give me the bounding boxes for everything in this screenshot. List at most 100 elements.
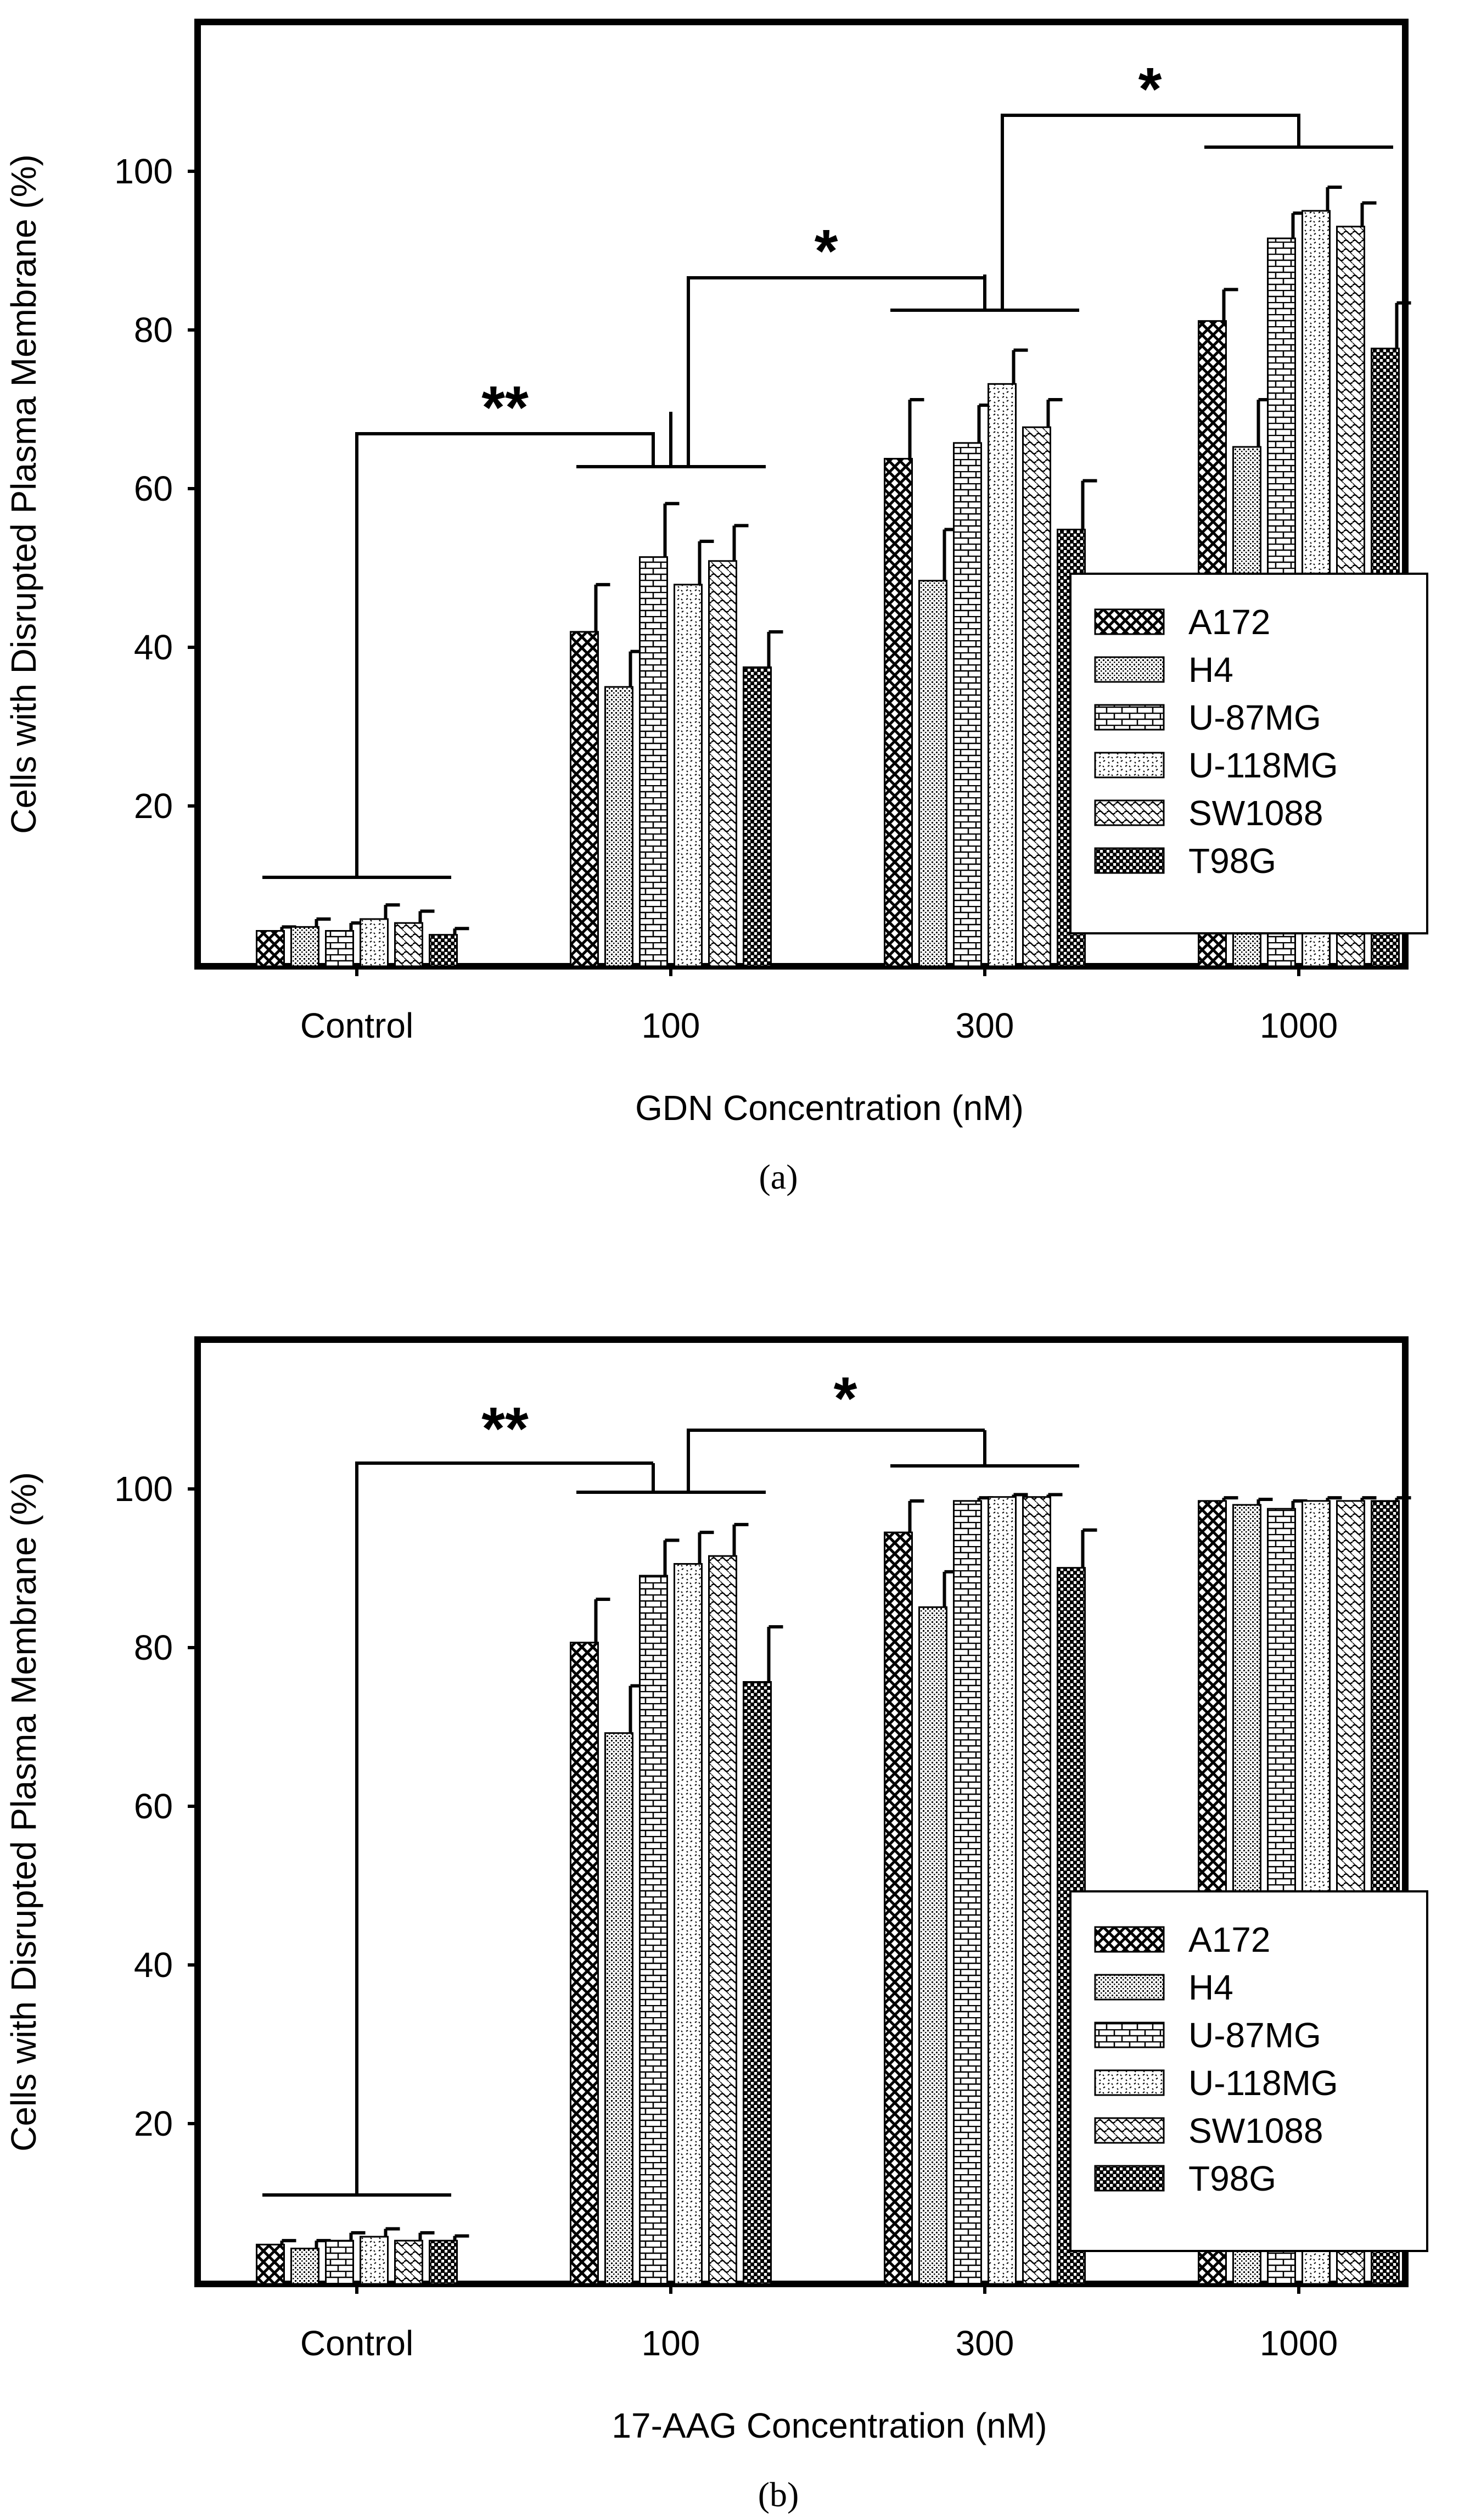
legend-swatch: [1094, 847, 1165, 874]
legend-swatch: [1094, 1974, 1165, 2001]
legend-item: H4: [1094, 1968, 1233, 2007]
legend-label: H4: [1188, 1968, 1233, 2007]
y-ticks: 20 40 60 80 100: [114, 1469, 198, 2143]
x-tick-label: 300: [956, 2323, 1014, 2363]
y-tick-label: 20: [134, 786, 173, 826]
legend-item: SW1088: [1094, 793, 1323, 833]
bar: [743, 1681, 772, 2285]
bar: [918, 580, 947, 967]
connector-100-300: [687, 1429, 985, 1492]
y-tick-label: 100: [114, 152, 173, 191]
sig-label: **: [481, 1395, 529, 1463]
bar: [394, 2239, 423, 2285]
legend-item: A172: [1094, 1920, 1270, 1959]
legend-item: T98G: [1094, 841, 1276, 881]
bar: [988, 383, 1017, 967]
legend-swatch: [1094, 608, 1165, 635]
bracket-300: [890, 1430, 1079, 1468]
legend-swatch: [1094, 1926, 1165, 1953]
legend: A172 H4 U-87MG U-118MG SW1088 T98G: [1069, 573, 1428, 934]
legend-label: SW1088: [1188, 2111, 1323, 2151]
connector-ctrl-100: [355, 432, 655, 837]
bar: [256, 2243, 285, 2285]
bracket-100: [576, 1463, 766, 1494]
legend-swatch: [1094, 752, 1165, 779]
y-tick-label: 60: [134, 469, 173, 508]
connector-300-1000: [1001, 114, 1300, 310]
bar: [290, 926, 319, 967]
x-ticks: Control 100 300 1000: [300, 966, 1338, 1045]
y-tick-label: 80: [134, 310, 173, 350]
sig-label: *: [834, 1365, 857, 1432]
legend-label: U-118MG: [1188, 2063, 1338, 2103]
sig-label: **: [481, 374, 529, 441]
panel-label: (a): [759, 1157, 798, 1196]
legend-swatch: [1094, 2117, 1165, 2144]
bar: [570, 631, 599, 967]
x-tick-label: 1000: [1260, 2323, 1338, 2363]
legend-item: U-87MG: [1094, 2015, 1321, 2055]
legend-item: A172: [1094, 602, 1270, 642]
sig-label: *: [815, 217, 838, 285]
bar: [290, 2248, 319, 2285]
bracket-100: [576, 412, 766, 468]
bar: [604, 1732, 633, 2285]
x-tick-label: 100: [642, 2323, 700, 2363]
legend-item: U-118MG: [1094, 2063, 1338, 2103]
bar: [394, 922, 423, 967]
legend-label: SW1088: [1188, 793, 1323, 833]
legend-item: U-87MG: [1094, 698, 1321, 737]
bar: [674, 584, 703, 967]
bracket-control: [262, 837, 451, 879]
bar: [360, 918, 389, 967]
legend-swatch: [1094, 656, 1165, 683]
y-axis-label: Cells with Disrupted Plasma Membrane (%): [4, 154, 43, 834]
x-tick-label: 300: [956, 1006, 1014, 1045]
y-tick-label: 20: [134, 2104, 173, 2143]
sig-label: *: [1138, 55, 1162, 123]
plot-frame: [194, 19, 1409, 970]
bar: [708, 1555, 737, 2285]
bar: [953, 442, 982, 967]
x-tick-label: 100: [642, 1006, 700, 1045]
panel-label: (b): [758, 2475, 799, 2514]
bar: [604, 686, 633, 967]
legend-label: A172: [1188, 602, 1270, 642]
bar: [1022, 426, 1051, 967]
y-tick-label: 40: [134, 1945, 173, 1985]
bar: [884, 458, 913, 967]
significance-brackets: [262, 114, 1393, 879]
legend-label: T98G: [1188, 841, 1276, 881]
bar: [325, 2239, 354, 2285]
bar: [639, 556, 668, 967]
legend-item: T98G: [1094, 2159, 1276, 2198]
legend-swatch: [1094, 2021, 1165, 2048]
bar: [360, 2236, 389, 2285]
x-ticks: Control 100 300 1000: [300, 2284, 1338, 2363]
y-axis-label: Cells with Disrupted Plasma Membrane (%): [4, 1472, 43, 2152]
y-tick-label: 40: [134, 628, 173, 667]
legend-item: H4: [1094, 650, 1233, 690]
bar: [256, 930, 285, 967]
x-axis-label: 17-AAG Concentration (nM): [612, 2406, 1047, 2445]
bar: [884, 1531, 913, 2285]
significance-brackets: [262, 1429, 1079, 2197]
y-tick-label: 60: [134, 1787, 173, 1826]
legend-swatch: [1094, 2069, 1165, 2096]
bar: [674, 1563, 703, 2285]
legend-label: U-118MG: [1188, 746, 1338, 785]
x-axis-label: GDN Concentration (nM): [635, 1088, 1024, 1128]
plot-frame: [194, 1336, 1409, 2287]
panel-a: Cells with Disrupted Plasma Membrane (%)…: [4, 19, 1428, 1196]
legend-label: T98G: [1188, 2159, 1276, 2198]
bar: [429, 2239, 458, 2285]
bar: [743, 666, 772, 967]
x-tick-label: Control: [300, 1006, 413, 1045]
connector-ctrl-100: [355, 1461, 653, 2155]
legend-label: A172: [1188, 1920, 1270, 1959]
bar: [639, 1575, 668, 2285]
bar: [429, 934, 458, 967]
y-ticks: 20 40 60 80 100: [114, 152, 198, 826]
bar: [708, 560, 737, 967]
x-tick-label: 1000: [1260, 1006, 1338, 1045]
